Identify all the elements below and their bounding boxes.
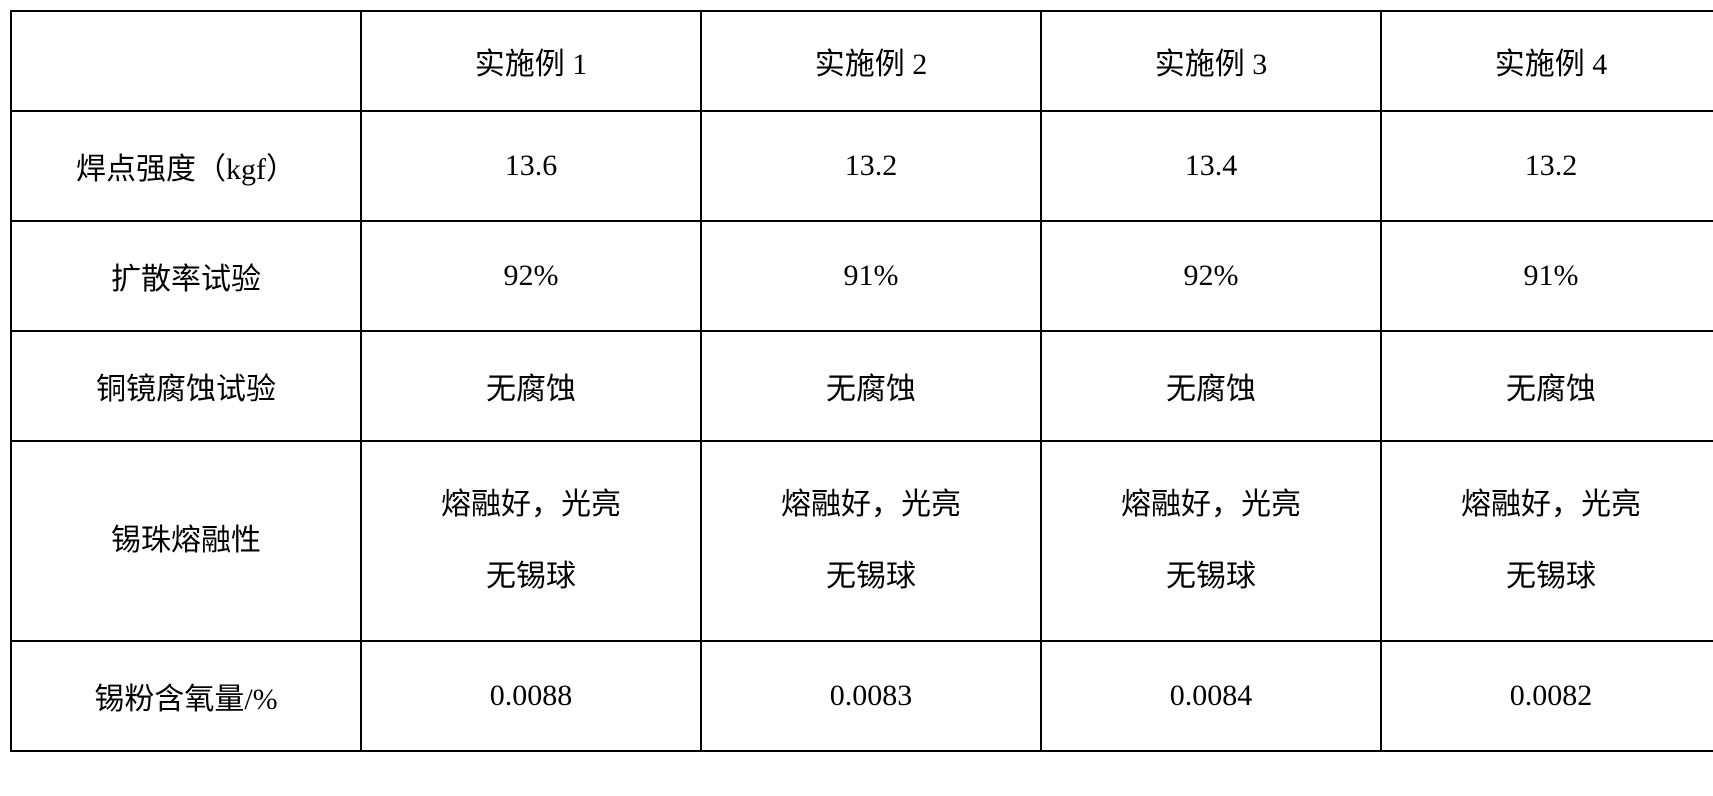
data-cell: 无腐蚀: [701, 331, 1041, 441]
data-cell: 无腐蚀: [361, 331, 701, 441]
data-cell: 91%: [701, 221, 1041, 331]
data-cell: 熔融好，光亮 无锡球: [361, 441, 701, 641]
header-cell-empty: [11, 11, 361, 111]
data-table: 实施例 1 实施例 2 实施例 3 实施例 4 焊点强度（kgf） 13.6 1…: [10, 10, 1713, 752]
header-cell-example4: 实施例 4: [1381, 11, 1713, 111]
data-cell: 0.0084: [1041, 641, 1381, 751]
data-cell: 13.2: [1381, 111, 1713, 221]
data-cell: 0.0083: [701, 641, 1041, 751]
data-cell: 92%: [1041, 221, 1381, 331]
data-cell: 13.4: [1041, 111, 1381, 221]
cell-text: 熔融好，光亮 无锡球: [1461, 469, 1641, 613]
table-row: 锡粉含氧量/% 0.0088 0.0083 0.0084 0.0082: [11, 641, 1713, 751]
row-label: 焊点强度（kgf）: [11, 111, 361, 221]
data-cell: 无腐蚀: [1381, 331, 1713, 441]
cell-text: 熔融好，光亮 无锡球: [781, 469, 961, 613]
data-cell: 0.0088: [361, 641, 701, 751]
data-cell: 91%: [1381, 221, 1713, 331]
data-cell: 13.6: [361, 111, 701, 221]
data-cell: 熔融好，光亮 无锡球: [1041, 441, 1381, 641]
cell-text: 熔融好，光亮 无锡球: [1121, 469, 1301, 613]
header-cell-example3: 实施例 3: [1041, 11, 1381, 111]
data-cell: 13.2: [701, 111, 1041, 221]
data-cell: 无腐蚀: [1041, 331, 1381, 441]
header-cell-example2: 实施例 2: [701, 11, 1041, 111]
table-header-row: 实施例 1 实施例 2 实施例 3 实施例 4: [11, 11, 1713, 111]
cell-text: 熔融好，光亮 无锡球: [441, 469, 621, 613]
row-label: 扩散率试验: [11, 221, 361, 331]
table-row: 铜镜腐蚀试验 无腐蚀 无腐蚀 无腐蚀 无腐蚀: [11, 331, 1713, 441]
table-row: 焊点强度（kgf） 13.6 13.2 13.4 13.2: [11, 111, 1713, 221]
data-cell: 熔融好，光亮 无锡球: [701, 441, 1041, 641]
data-cell: 熔融好，光亮 无锡球: [1381, 441, 1713, 641]
table-row: 扩散率试验 92% 91% 92% 91%: [11, 221, 1713, 331]
data-cell: 92%: [361, 221, 701, 331]
row-label: 锡粉含氧量/%: [11, 641, 361, 751]
row-label: 铜镜腐蚀试验: [11, 331, 361, 441]
header-cell-example1: 实施例 1: [361, 11, 701, 111]
row-label: 锡珠熔融性: [11, 441, 361, 641]
table-row: 锡珠熔融性 熔融好，光亮 无锡球 熔融好，光亮 无锡球 熔融好，光亮 无锡球 熔…: [11, 441, 1713, 641]
data-cell: 0.0082: [1381, 641, 1713, 751]
